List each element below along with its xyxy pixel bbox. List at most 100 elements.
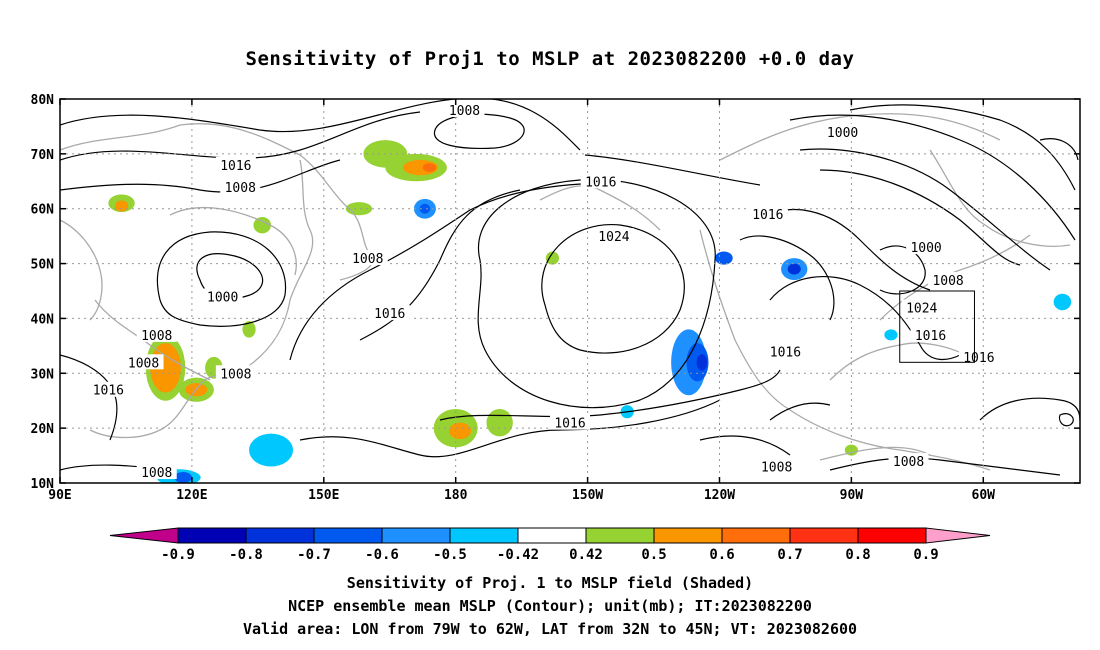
mslp-contour-16 [789, 114, 1076, 241]
contour-label-bg-16 [123, 354, 164, 370]
y-tick-label-0: 10N [31, 477, 55, 492]
x-tick-label-2: 150E [308, 488, 339, 503]
contour-label-4: 1016 [585, 175, 616, 190]
contour-label-15: 1016 [770, 345, 801, 360]
contour-label-17: 1016 [963, 351, 994, 366]
contour-label-bg-4 [580, 173, 621, 189]
contour-label-21: 1008 [761, 461, 792, 476]
contour-label-18: 1008 [220, 367, 251, 382]
coastline-0 [60, 123, 346, 206]
contour-label-bg-20 [550, 414, 590, 430]
colorbar-arrow-right [925, 527, 991, 544]
sensitivity-blob-17 [545, 251, 560, 265]
sensitivity-blob-16 [242, 321, 256, 338]
axes-layer: 90E 120E 150E 180 150W 120W 90W 60W 10N 20N 30N 40N… [31, 93, 1080, 503]
contour-label-bg-6 [593, 228, 634, 244]
y-tick-label-2: 30N [31, 367, 55, 382]
contour-label-bg-17 [958, 348, 999, 364]
contour-label-16: 1008 [128, 356, 159, 371]
contour-label-8: 1008 [352, 252, 383, 267]
mslp-contour-12 [299, 399, 721, 458]
valid-area-rectangle [899, 290, 975, 363]
contour-label-bg-0 [444, 101, 485, 117]
y-tick-label-4: 50N [31, 258, 55, 273]
coastline-5 [699, 229, 791, 411]
x-tick-label-4: 150W [572, 488, 603, 503]
coastline-2 [249, 159, 314, 366]
colorbar-label-2: -0.7 [297, 547, 331, 563]
contour-label-14: 1016 [915, 329, 946, 344]
caption-line-1: Sensitivity of Proj. 1 to MSLP field (Sh… [346, 574, 754, 592]
x-tick-label-7: 60W [972, 488, 996, 503]
contour-label-bg-9 [928, 272, 969, 288]
mslp-contour-26 [1058, 413, 1074, 427]
contour-label-23: 1008 [893, 455, 924, 470]
x-tick-label-5: 120W [704, 488, 735, 503]
colorbar-box-7 [653, 527, 723, 544]
colorbar-label-6: 0.42 [569, 547, 603, 563]
colorbar-label-1: -0.8 [229, 547, 263, 563]
mslp-contour-18 [819, 169, 1021, 266]
contour-label-1: 1000 [827, 126, 858, 141]
sensitivity-blob-23 [696, 354, 708, 371]
contour-label-bg-18 [215, 365, 256, 381]
coastline-1 [339, 204, 374, 281]
valid-area-box [899, 290, 975, 363]
coastline-7 [539, 185, 661, 231]
contour-label-bg-21 [756, 458, 797, 474]
colorbar-label-5: -0.42 [497, 547, 539, 563]
mslp-contour-24 [829, 457, 1061, 476]
mslp-contour-28 [699, 435, 791, 456]
coastline-10 [829, 342, 976, 381]
contour-label-bg-11 [901, 299, 942, 315]
colorbar-label-9: 0.7 [777, 547, 802, 563]
mslp-contour-27 [769, 402, 831, 421]
mslp-contour-13 [759, 209, 931, 291]
contour-label-bg-19 [88, 381, 129, 397]
y-tick-label-7: 80N [31, 93, 55, 108]
colorbar-box-0 [177, 527, 247, 544]
contour-label-bg-1 [822, 123, 863, 139]
colorbar-box-6 [585, 527, 655, 544]
colorbar-box-10 [857, 527, 927, 544]
sensitivity-blob-13 [449, 422, 472, 440]
sensitivity-blob-31 [884, 329, 898, 341]
x-tick-label-6: 90W [840, 488, 864, 503]
mslp-contour-7 [541, 224, 685, 354]
y-tick-label-1: 20N [31, 422, 55, 437]
contour-label-bg-8 [347, 250, 388, 266]
y-tick-label-5: 60N [31, 203, 55, 218]
sensitivity-blob-30 [1053, 293, 1072, 311]
colorbar-label-4: -0.5 [433, 547, 467, 563]
contour-label-bg-15 [765, 343, 806, 359]
mslp-contour-11 [439, 369, 781, 421]
contour-label-bg-14 [910, 326, 951, 342]
contour-label-bg-22 [136, 464, 177, 480]
contour-label-0: 1008 [449, 104, 480, 119]
contour-label-9: 1008 [932, 274, 963, 289]
x-tick-label-3: 180 [444, 488, 468, 503]
mslp-contour-layer [60, 99, 1080, 476]
contour-label-19: 1016 [93, 384, 124, 399]
contour-label-10: 1000 [207, 290, 238, 305]
mslp-contour-19 [849, 104, 1076, 191]
mslp-contour-21 [879, 245, 926, 295]
mslp-contour-10 [359, 189, 521, 341]
colorbar-label-7: 0.5 [641, 547, 666, 563]
mslp-contour-15 [769, 275, 961, 360]
contour-label-6: 1024 [598, 230, 629, 245]
mslp-contour-17 [799, 148, 1051, 271]
contour-label-bg-10 [202, 288, 243, 304]
sensitivity-blob-3 [422, 163, 436, 172]
contour-label-bg-2 [215, 156, 256, 172]
coastline-8 [719, 113, 1001, 161]
contour-label-20: 1016 [554, 417, 585, 432]
contour-label-12: 1016 [374, 307, 405, 322]
sensitivity-blob-15 [253, 216, 272, 234]
mslp-contour-20 [1039, 138, 1079, 161]
mslp-contour-0 [433, 113, 525, 149]
contour-label-22: 1008 [141, 466, 172, 481]
coastline-11 [929, 149, 1071, 247]
coastline-6 [789, 409, 991, 471]
